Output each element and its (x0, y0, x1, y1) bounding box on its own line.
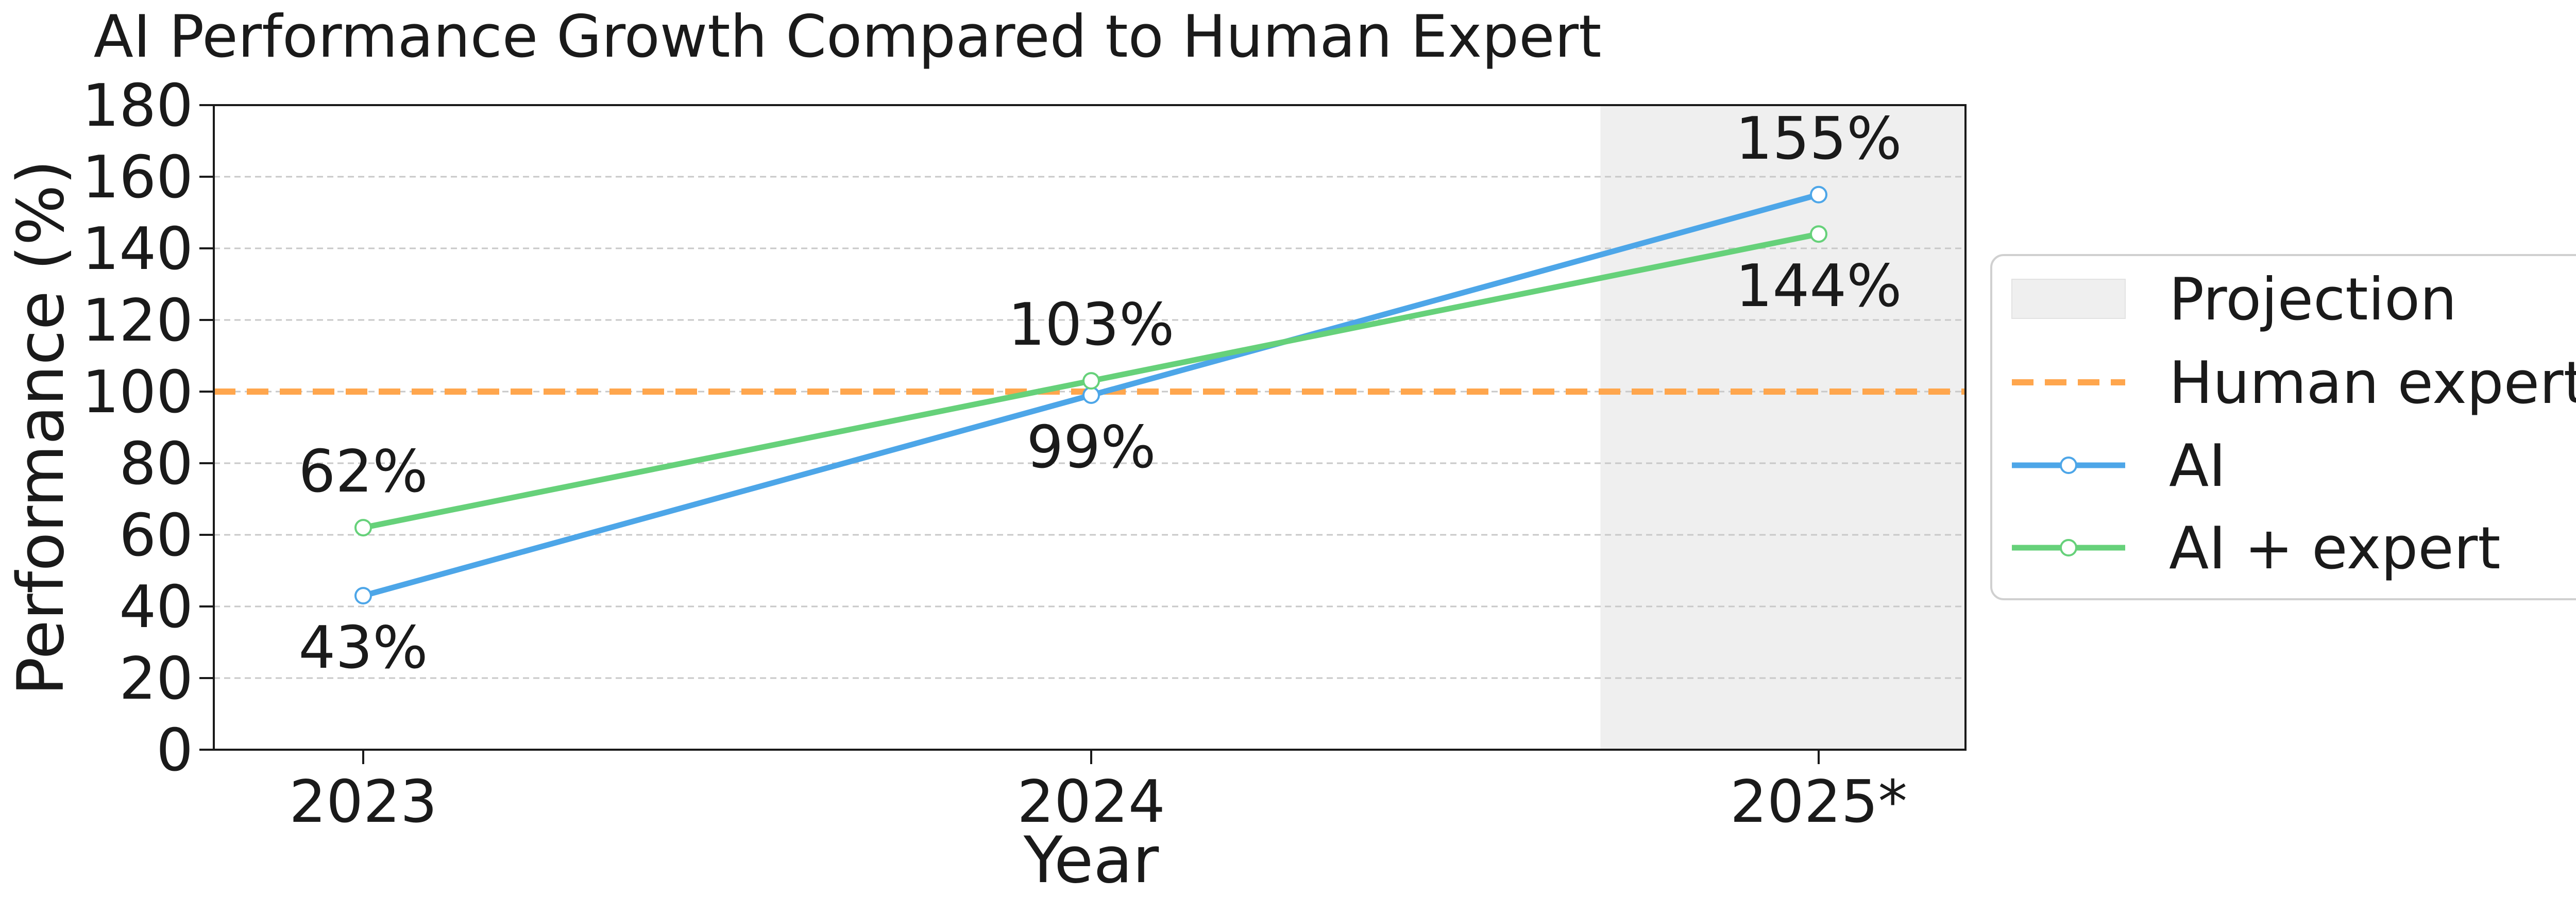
data-label: 144% (1735, 252, 1902, 320)
legend-swatch-marker (2060, 539, 2077, 556)
legend-box (1990, 254, 2576, 600)
y-tick-label: 60 (119, 501, 193, 569)
y-tick-label: 120 (82, 286, 193, 354)
y-axis-label: Performance (%) (4, 160, 78, 696)
y-tick-label: 20 (119, 645, 193, 713)
plot-frame (213, 104, 1967, 751)
data-point (1810, 225, 1827, 243)
x-tick-label: 2024 (1017, 768, 1165, 836)
y-tick-label: 0 (156, 716, 193, 784)
data-point (1082, 386, 1100, 404)
data-point (354, 519, 372, 537)
legend-swatch-marker (2060, 457, 2077, 474)
data-label: 99% (1026, 413, 1156, 481)
data-point (1082, 372, 1100, 390)
data-label: 155% (1735, 105, 1902, 173)
projection-region (1600, 105, 1965, 750)
x-tick-label: 2025* (1730, 768, 1907, 836)
y-tick-label: 140 (82, 215, 193, 283)
x-axis-label: Year (1023, 823, 1159, 898)
legend-entry: AI (2169, 432, 2226, 500)
legend-entry: Projection (2169, 265, 2457, 333)
data-labels-group: 43% 99% 155% 62% 103% 144% (298, 105, 1902, 682)
y-tick-label: 100 (82, 358, 193, 426)
legend-entry: Human expert (2169, 349, 2576, 417)
series-group (354, 185, 1827, 605)
data-label: 62% (298, 437, 428, 505)
data-label: 103% (1008, 291, 1174, 359)
data-point (354, 587, 372, 605)
x-tick-label: 2023 (289, 768, 437, 836)
legend-entry: AI + expert (2169, 514, 2501, 582)
plot-background (214, 105, 1965, 750)
y-tick-label: 180 (82, 72, 193, 140)
data-point (1810, 185, 1827, 204)
legend: Projection Human expert AI AI + expert (1990, 254, 2576, 600)
y-tick-label: 40 (119, 573, 193, 641)
y-tick-label: 80 (119, 430, 193, 498)
y-tick-label: 160 (82, 143, 193, 211)
chart-title: AI Performance Growth Compared to Human … (94, 3, 1602, 71)
legend-swatch-projection (2011, 279, 2126, 319)
data-label: 43% (298, 614, 428, 682)
